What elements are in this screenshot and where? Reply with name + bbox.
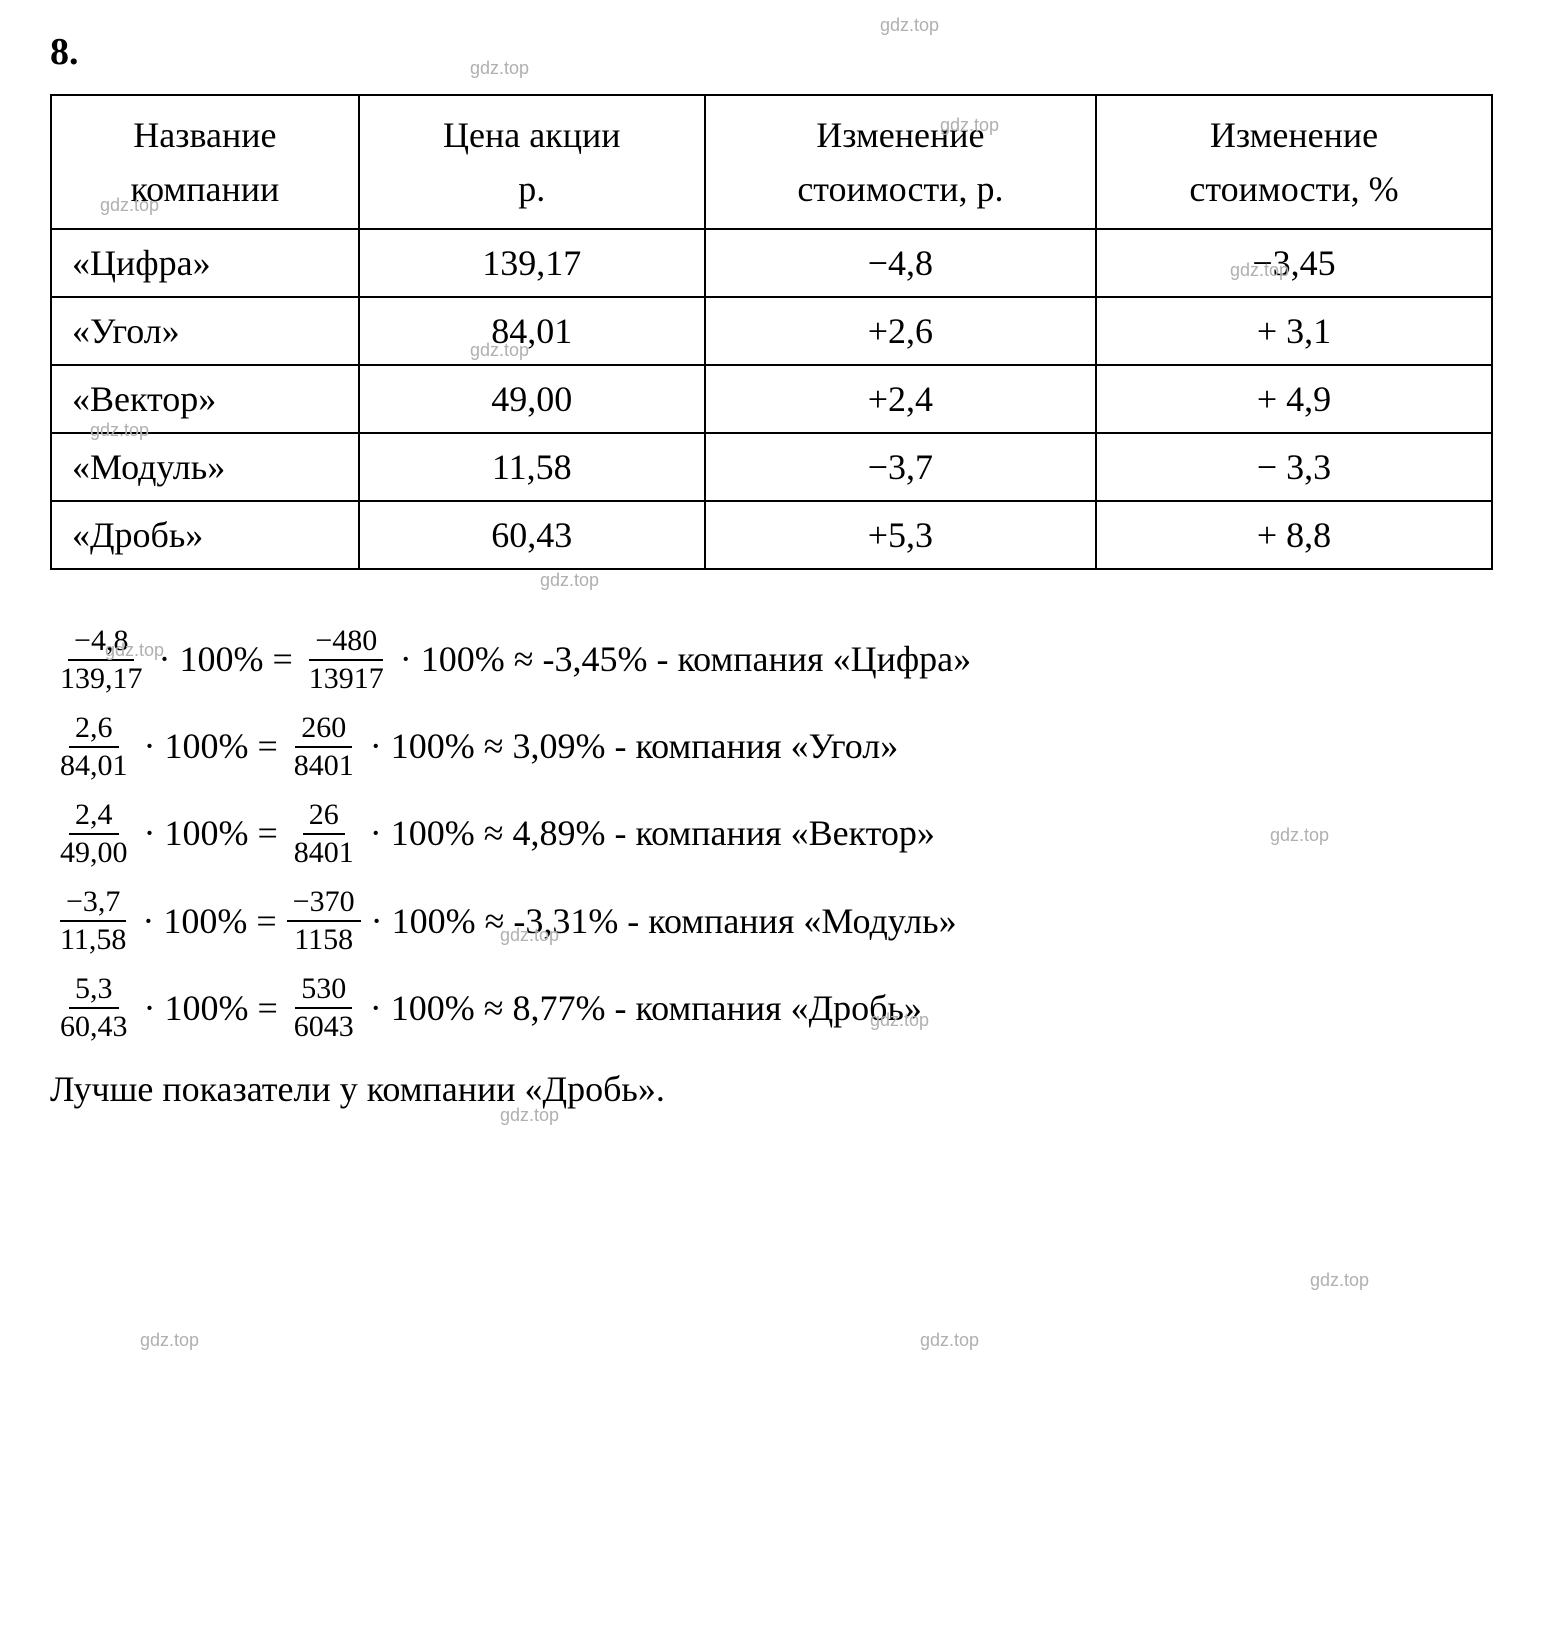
header-text: стоимости, % [1189,169,1398,209]
table-row: «Цифра» 139,17 −4,8 −3,45 [51,229,1492,297]
fraction: 26 8401 [288,797,360,871]
watermark-text: gdz.top [140,1330,199,1351]
numerator: −480 [309,623,383,661]
result-text: · 100% ≈ -3,31% - компания «Модуль» [371,882,957,961]
calculations-block: −4,8 139,17 · 100% = −480 13917 · 100% ≈… [50,620,1493,1048]
numerator: 2,4 [69,797,119,835]
denominator: 13917 [303,661,390,697]
denominator: 139,17 [54,661,149,697]
denominator: 8401 [288,748,360,784]
operator-text: · 100% = [144,794,278,873]
calc-line: 5,3 60,43 · 100% = 530 6043 · 100% ≈ 8,7… [50,969,1493,1048]
result-text: · 100% ≈ 8,77% - компания «Дробь» [370,969,922,1048]
numerator: −370 [287,884,361,922]
calc-line: −3,7 11,58 · 100% = −370 1158 · 100% ≈ -… [50,882,1493,961]
conclusion-text: Лучше показатели у компании «Дробь». [50,1068,1493,1110]
result-text: · 100% ≈ 3,09% - компания «Угол» [370,707,899,786]
denominator: 60,43 [54,1009,134,1045]
calc-line: 2,4 49,00 · 100% = 26 8401 · 100% ≈ 4,89… [50,794,1493,873]
numerator: 2,6 [69,710,119,748]
header-text: р. [518,169,545,209]
header-company: Название компании [51,95,359,229]
result-text: · 100% ≈ -3,45% - компания «Цифра» [400,620,971,699]
table-row: «Модуль» 11,58 −3,7 − 3,3 [51,433,1492,501]
cell-company: «Угол» [51,297,359,365]
cell-price: 49,00 [359,365,705,433]
denominator: 49,00 [54,835,134,871]
table-header-row: Название компании Цена акции р. Изменени… [51,95,1492,229]
denominator: 1158 [288,922,359,958]
fraction: −4,8 139,17 [54,623,149,697]
denominator: 84,01 [54,748,134,784]
denominator: 11,58 [54,922,132,958]
fraction: −3,7 11,58 [54,884,132,958]
header-price: Цена акции р. [359,95,705,229]
cell-change-pct: + 4,9 [1096,365,1492,433]
numerator: −3,7 [60,884,126,922]
operator-text: · 100% = [144,969,278,1048]
cell-company: «Дробь» [51,501,359,569]
cell-change-r: −4,8 [705,229,1096,297]
watermark-text: gdz.top [540,570,599,591]
header-text: компании [130,169,279,209]
header-text: Цена акции [443,115,621,155]
cell-change-pct: −3,45 [1096,229,1492,297]
operator-text: · 100% = [159,620,293,699]
header-text: Название [133,115,276,155]
table-row: «Угол» 84,01 +2,6 + 3,1 [51,297,1492,365]
operator-text: · 100% = [144,707,278,786]
cell-price: 60,43 [359,501,705,569]
cell-company: «Цифра» [51,229,359,297]
cell-company: «Модуль» [51,433,359,501]
fraction: −480 13917 [303,623,390,697]
cell-change-r: −3,7 [705,433,1096,501]
numerator: 26 [303,797,345,835]
cell-change-pct: + 8,8 [1096,501,1492,569]
cell-company: «Вектор» [51,365,359,433]
problem-number: 8. [50,30,1493,74]
cell-price: 11,58 [359,433,705,501]
cell-price: 139,17 [359,229,705,297]
cell-change-r: +2,4 [705,365,1096,433]
numerator: −4,8 [68,623,134,661]
fraction: 530 6043 [288,971,360,1045]
cell-change-r: +2,6 [705,297,1096,365]
watermark-text: gdz.top [920,1330,979,1351]
denominator: 6043 [288,1009,360,1045]
fraction: 260 8401 [288,710,360,784]
cell-change-pct: + 3,1 [1096,297,1492,365]
watermark-text: gdz.top [1310,1270,1369,1291]
denominator: 8401 [288,835,360,871]
calc-line: −4,8 139,17 · 100% = −480 13917 · 100% ≈… [50,620,1493,699]
header-text: стоимости, р. [797,169,1003,209]
cell-change-pct: − 3,3 [1096,433,1492,501]
header-change-r: Изменение стоимости, р. [705,95,1096,229]
calc-line: 2,6 84,01 · 100% = 260 8401 · 100% ≈ 3,0… [50,707,1493,786]
fraction: 5,3 60,43 [54,971,134,1045]
numerator: 260 [295,710,352,748]
numerator: 5,3 [69,971,119,1009]
table-row: «Дробь» 60,43 +5,3 + 8,8 [51,501,1492,569]
numerator: 530 [295,971,352,1009]
operator-text: · 100% = [142,882,276,961]
fraction: 2,4 49,00 [54,797,134,871]
header-change-pct: Изменение стоимости, % [1096,95,1492,229]
fraction: −370 1158 [287,884,361,958]
cell-price: 84,01 [359,297,705,365]
result-text: · 100% ≈ 4,89% - компания «Вектор» [370,794,935,873]
cell-change-r: +5,3 [705,501,1096,569]
fraction: 2,6 84,01 [54,710,134,784]
table-row: «Вектор» 49,00 +2,4 + 4,9 [51,365,1492,433]
header-text: Изменение [816,115,984,155]
data-table: Название компании Цена акции р. Изменени… [50,94,1493,570]
header-text: Изменение [1210,115,1378,155]
